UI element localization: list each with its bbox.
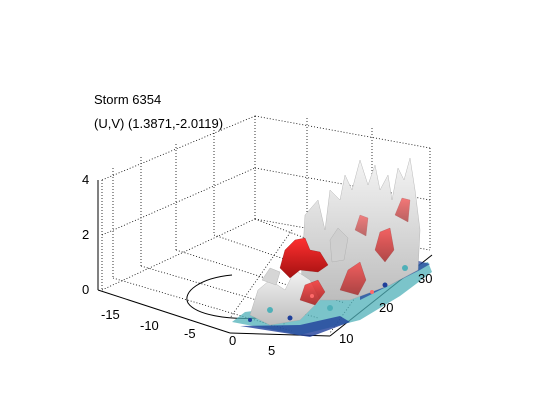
z-tick-label: 2 — [82, 227, 90, 242]
surface-specks — [248, 265, 408, 322]
storm-outline-ellipse — [186, 274, 259, 319]
axis-grid — [101, 115, 431, 334]
x-tick-label: 0 — [229, 333, 237, 348]
z-tick-label: 4 — [82, 172, 90, 187]
z-tick-label: 0 — [82, 282, 90, 297]
figure-subtitle: (U,V) (1.3871,-2.0119) — [94, 116, 224, 131]
surface-white — [249, 157, 421, 326]
x-tick-label: -10 — [140, 318, 159, 333]
surface-red — [279, 197, 411, 306]
y-tick-label: 20 — [379, 300, 394, 315]
x-tick-label: 5 — [268, 343, 276, 358]
x-tick-label: -5 — [184, 326, 196, 341]
figure-title: Storm 6354 — [94, 92, 162, 107]
y-tick-label: 30 — [418, 271, 433, 286]
y-tick-label: 10 — [339, 331, 354, 346]
x-tick-label: -15 — [101, 307, 120, 322]
